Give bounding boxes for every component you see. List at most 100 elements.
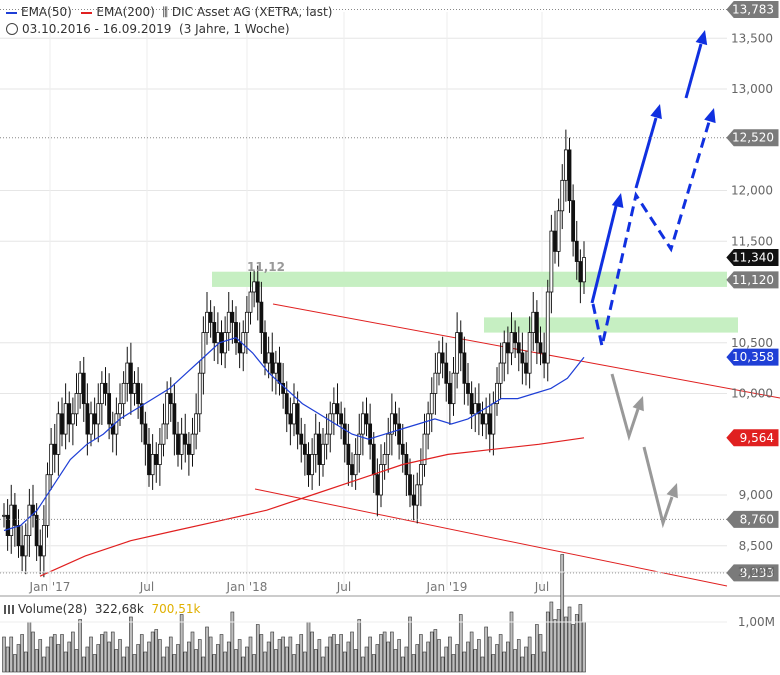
volume-bar <box>81 656 86 673</box>
candle-body <box>567 149 572 202</box>
zone-support <box>484 317 738 333</box>
volume-icon <box>4 605 14 614</box>
candle-body <box>136 382 141 405</box>
volume-bar <box>223 651 227 673</box>
candle-body <box>545 291 550 364</box>
candle-body <box>259 301 264 333</box>
volume-bar <box>567 606 572 673</box>
volume-bar <box>310 631 314 673</box>
candle-body <box>110 423 115 435</box>
y-tick-label: 13,000 <box>731 82 773 96</box>
volume-bar <box>506 641 510 673</box>
candle-body <box>128 362 133 394</box>
volume-bar <box>556 609 561 673</box>
volume-bar <box>440 656 445 673</box>
volume-bar <box>538 634 543 673</box>
volume-bar <box>139 634 144 673</box>
candle-body <box>186 443 191 455</box>
volume-bar <box>45 646 50 673</box>
volume-bar <box>509 611 514 673</box>
candle-body <box>310 453 315 476</box>
lower-trendline <box>254 488 728 587</box>
volume-bar <box>147 641 151 673</box>
candle-body <box>498 362 503 384</box>
volume-bar <box>451 654 456 673</box>
volume-tick-label: 2,00M <box>738 565 775 579</box>
arrow-up-2 <box>634 117 658 189</box>
candle-body <box>574 240 579 262</box>
price-badge-label: 12,520 <box>732 131 774 145</box>
volume-bar <box>165 646 169 673</box>
candle-body <box>469 393 474 415</box>
candle-body <box>447 382 452 405</box>
candle-body <box>74 393 79 415</box>
candle-body <box>89 413 93 435</box>
volume-bar <box>187 641 191 673</box>
candle-body <box>505 342 510 354</box>
volume-bar <box>357 619 362 673</box>
candle-body <box>45 474 50 526</box>
volume-bar <box>513 649 517 673</box>
arrow-dashed-path <box>591 121 711 347</box>
volume-value: 322,68k <box>94 602 144 616</box>
candle-body <box>183 433 188 445</box>
candle-body <box>357 433 362 455</box>
volume-bar <box>107 641 111 673</box>
volume-bar <box>342 651 347 673</box>
candle-body <box>150 453 155 476</box>
candle-body <box>190 433 195 455</box>
volume-bar <box>230 611 235 673</box>
volume-bar <box>13 654 17 673</box>
volume-bar <box>266 641 271 673</box>
volume-bar <box>571 624 575 673</box>
candle-body <box>386 433 391 455</box>
volume-bar <box>114 649 119 673</box>
candle-body <box>408 474 412 496</box>
candle-body <box>339 413 344 425</box>
volume-bar <box>96 644 101 673</box>
volume-bar <box>56 644 61 673</box>
candle-body <box>422 433 427 465</box>
candle-body <box>295 403 300 435</box>
volume-bar <box>295 644 300 673</box>
candle-body <box>161 423 166 445</box>
candle-body <box>263 332 267 364</box>
arrow-up-3 <box>684 43 703 99</box>
volume-bar <box>371 654 376 673</box>
volume-bar <box>85 646 90 673</box>
candle-body <box>154 453 159 465</box>
y-tick-label: 8,500 <box>739 539 773 553</box>
candle-body <box>60 413 64 435</box>
candle-body <box>157 443 162 465</box>
candle-body <box>563 149 568 181</box>
volume-bar <box>527 636 532 673</box>
volume-bar <box>245 646 249 673</box>
candle-body <box>52 443 57 455</box>
candle-body <box>415 484 420 506</box>
price-badges: 14,99013,78312,52011,34011,12010,3589,56… <box>0 1 779 582</box>
volume-bar <box>324 646 329 673</box>
grey-path-1 <box>610 373 640 442</box>
volume-bar <box>390 631 394 673</box>
arrow-head <box>611 193 624 209</box>
volume-bar <box>444 646 449 673</box>
volume-bar <box>542 651 546 673</box>
volume-bar <box>545 611 550 673</box>
candle-body <box>418 464 423 486</box>
volume-bar <box>63 651 68 673</box>
volume-bar <box>426 641 430 673</box>
candle-body <box>571 200 576 242</box>
candle-body <box>382 453 387 465</box>
zone-resistance <box>212 271 727 287</box>
candle-body <box>103 382 108 394</box>
candle-body <box>538 342 543 354</box>
candles <box>2 129 586 578</box>
candle-body <box>302 443 307 455</box>
candle-body <box>147 443 151 476</box>
volume-bar <box>172 654 177 673</box>
volume-bar <box>34 649 39 673</box>
candle-body <box>34 514 39 547</box>
volume-bar <box>284 646 289 673</box>
candle-body <box>255 281 260 303</box>
